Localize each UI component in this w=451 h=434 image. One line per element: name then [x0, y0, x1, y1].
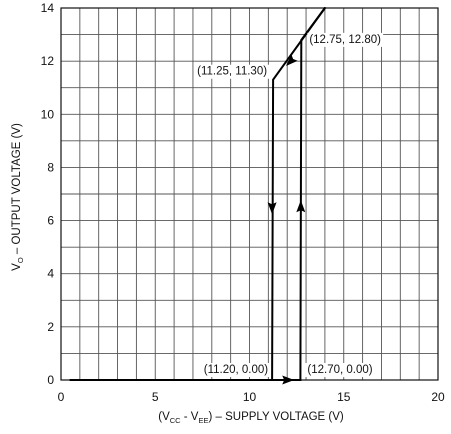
- y-tick-label: 12: [41, 54, 55, 68]
- y-axis-label: VO – OUTPUT VOLTAGE (V): [11, 123, 25, 271]
- point-annotation: (12.75, 12.80): [309, 34, 381, 46]
- x-tick-label: 10: [243, 390, 257, 404]
- y-tick-label: 6: [47, 214, 54, 228]
- point-annotation: (12.70, 0.00): [307, 364, 372, 376]
- arrowhead-right: [282, 375, 295, 385]
- x-axis-label: (VCC - VEE) – SUPPLY VOLTAGE (V): [158, 411, 344, 425]
- arrowhead-down: [267, 202, 277, 215]
- tick-labels: 0 5 10 15 20 0 2 4 6 8 10 12 14: [41, 1, 445, 404]
- annotation-background: [305, 363, 375, 377]
- y-tick-label: 2: [47, 320, 54, 334]
- x-tick-label: 20: [431, 390, 445, 404]
- x-tick-label: 0: [58, 390, 65, 404]
- y-tick-label: 14: [41, 1, 55, 15]
- annotation-background: [307, 32, 384, 47]
- y-tick-label: 0: [47, 373, 54, 387]
- grid: [61, 8, 438, 380]
- arrows: [267, 54, 306, 385]
- annotation-background: [195, 64, 270, 79]
- y-tick-label: 10: [41, 107, 55, 121]
- arrowhead-down-left: [286, 54, 298, 67]
- point-annotation: (11.25, 11.30): [197, 66, 267, 78]
- arrowhead-up: [296, 200, 306, 213]
- x-tick-label: 15: [337, 390, 351, 404]
- x-tick-label: 5: [152, 390, 159, 404]
- point-annotation: (11.20, 0.00): [204, 364, 269, 376]
- annotation-background: [201, 363, 271, 377]
- y-tick-label: 8: [47, 160, 54, 174]
- y-tick-label: 4: [47, 267, 54, 281]
- annotations: (12.75, 12.80) (11.25, 11.30) (11.20, 0.00…: [195, 32, 384, 377]
